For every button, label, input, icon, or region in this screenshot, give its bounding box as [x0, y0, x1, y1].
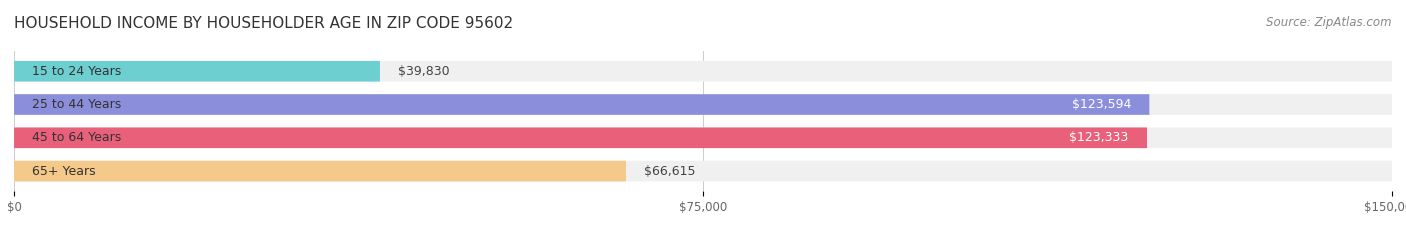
FancyBboxPatch shape [14, 94, 1149, 115]
FancyBboxPatch shape [14, 127, 1147, 148]
FancyBboxPatch shape [14, 61, 380, 82]
Text: 45 to 64 Years: 45 to 64 Years [32, 131, 122, 144]
FancyBboxPatch shape [14, 161, 626, 182]
FancyBboxPatch shape [14, 161, 1392, 182]
Text: 15 to 24 Years: 15 to 24 Years [32, 65, 122, 78]
Text: $123,594: $123,594 [1071, 98, 1130, 111]
FancyBboxPatch shape [14, 61, 1392, 82]
FancyBboxPatch shape [14, 94, 1392, 115]
Text: 65+ Years: 65+ Years [32, 164, 96, 178]
Text: Source: ZipAtlas.com: Source: ZipAtlas.com [1267, 16, 1392, 29]
Text: 25 to 44 Years: 25 to 44 Years [32, 98, 122, 111]
Text: $66,615: $66,615 [644, 164, 696, 178]
FancyBboxPatch shape [14, 127, 1392, 148]
Text: $39,830: $39,830 [398, 65, 450, 78]
Text: HOUSEHOLD INCOME BY HOUSEHOLDER AGE IN ZIP CODE 95602: HOUSEHOLD INCOME BY HOUSEHOLDER AGE IN Z… [14, 16, 513, 31]
Text: $123,333: $123,333 [1070, 131, 1129, 144]
